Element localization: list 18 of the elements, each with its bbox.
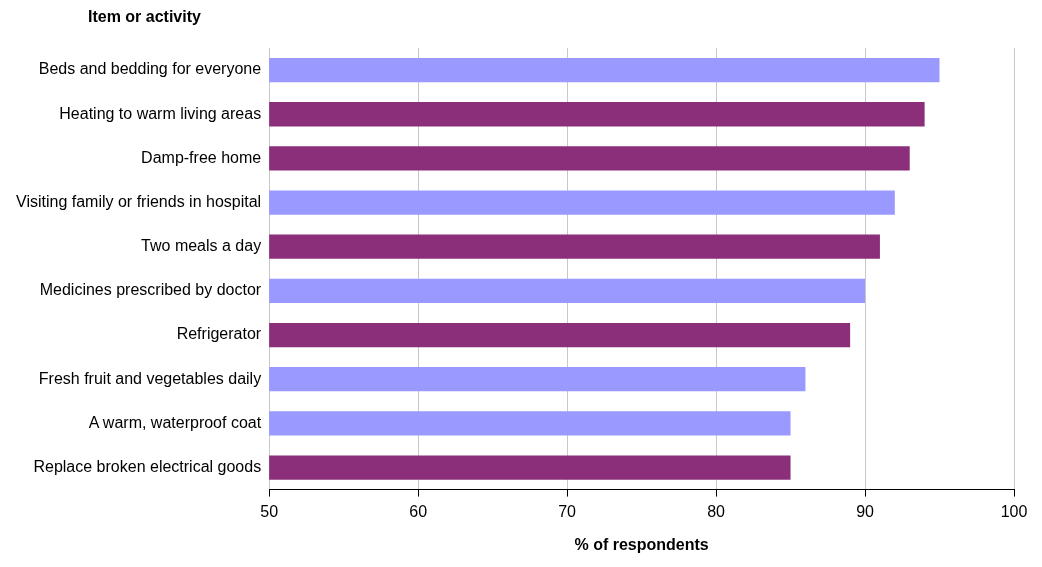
y-tick-label: Heating to warm living areas (59, 104, 262, 122)
y-tick-label: Visiting family or friends in hospital (15, 192, 262, 210)
y-tick-label: Fresh fruit and vegetables daily (38, 369, 262, 387)
x-tick-label: 80 (707, 502, 726, 520)
y-tick-label: Refrigerator (176, 325, 262, 343)
x-tick-label: 60 (409, 502, 428, 520)
y-tick-label: Replace broken electrical goods (33, 457, 262, 475)
x-tick-label: 90 (856, 502, 875, 520)
x-tick-label: 50 (260, 502, 279, 520)
x-tick-label: 70 (558, 502, 577, 520)
y-tick-label: Beds and bedding for everyone (38, 60, 262, 78)
y-tick-label: A warm, waterproof coat (88, 413, 262, 431)
x-tick-label: 100 (1000, 502, 1028, 520)
y-tick-label: Damp-free home (141, 148, 262, 166)
y-tick-label: Two meals a day (141, 237, 262, 255)
y-tick-label: Medicines prescribed by doctor (39, 281, 262, 299)
y-axis-title: Item or activity (88, 8, 202, 26)
x-axis-title: % of respondents (574, 535, 709, 553)
